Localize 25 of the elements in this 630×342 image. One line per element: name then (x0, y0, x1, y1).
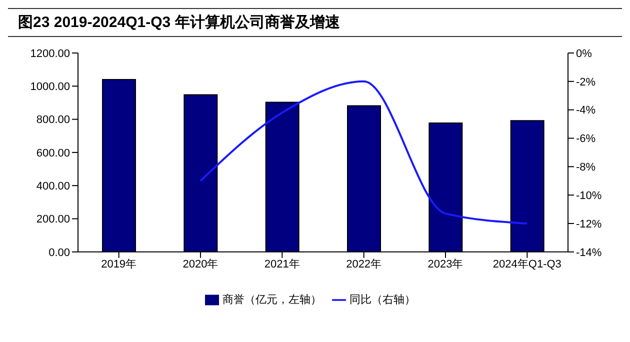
x-tick-label: 2024年Q1-Q3 (492, 258, 562, 271)
x-tick-label: 2022年 (346, 258, 382, 271)
x-tick-label: 2020年 (182, 258, 218, 271)
y-tick-label: 600.00 (36, 147, 70, 160)
y2-tick-label: -14% (576, 246, 602, 259)
y-tick-label: 400.00 (36, 180, 70, 193)
y2-tick-label: 0% (576, 48, 592, 60)
y2-tick-label: -4% (576, 104, 596, 117)
y-tick-label: 800.00 (36, 114, 70, 126)
chart-title: 图23 2019-2024Q1-Q3 年计算机公司商誉及增速 (8, 8, 622, 37)
x-tick-label: 2019年 (101, 258, 137, 271)
line-series (200, 80, 528, 224)
legend-label: 商誉（亿元，左轴） (222, 294, 322, 306)
y-tick-label: 1200.00 (30, 48, 70, 60)
y2-tick-label: -2% (576, 76, 596, 88)
y2-tick-label: -10% (576, 190, 602, 202)
x-tick-label: 2021年 (264, 258, 300, 271)
x-tick-label: 2023年 (428, 258, 464, 271)
y-tick-label: 1000.00 (30, 81, 70, 94)
y-tick-label: 0.00 (48, 246, 70, 259)
y2-tick-label: -8% (576, 162, 596, 174)
legend-label: 同比（右轴） (350, 294, 416, 306)
y2-tick-label: -12% (576, 218, 602, 230)
y-tick-label: 200.00 (36, 214, 70, 226)
y2-tick-label: -6% (576, 133, 596, 146)
